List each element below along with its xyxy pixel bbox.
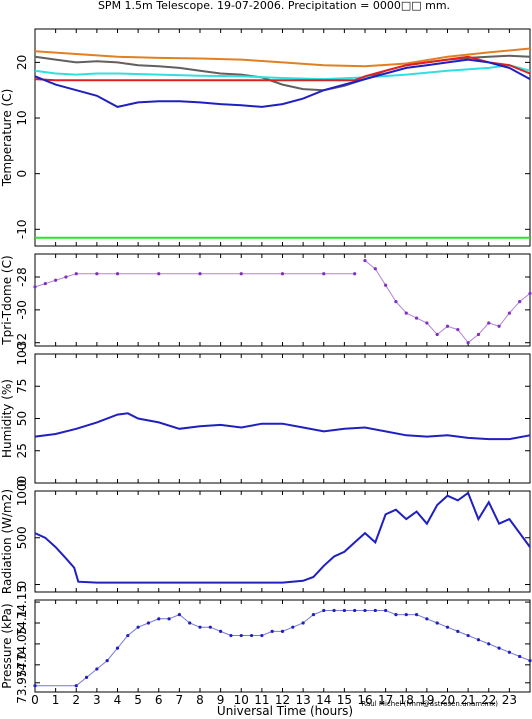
temperature-series-line [34, 55, 531, 82]
x-tick-label: 6 [155, 693, 163, 707]
x-tick-label: 4 [114, 693, 122, 707]
temperature-ytick-label: -10 [15, 220, 29, 240]
radiation-ytick-label: 0 [15, 581, 29, 589]
temperature-series-0 [34, 47, 531, 68]
x-tick-label: 13 [295, 693, 310, 707]
x-tick-label: 5 [134, 693, 142, 707]
humidity-ytick-label: 100 [15, 343, 29, 366]
x-tick-label: 15 [337, 693, 352, 707]
tpri-tdome-series-1 [363, 258, 532, 345]
humidity-ytick-label: 50 [15, 411, 29, 426]
humidity-series-line [34, 412, 531, 441]
tpri-tdome-y-axis-label: Tpri-Tdome (C) [0, 255, 14, 345]
humidity-ytick-label: 25 [15, 443, 29, 458]
x-tick-label: 3 [93, 693, 101, 707]
radiation-y-axis-label: Radiation (W/m2) [0, 489, 14, 594]
pressure-ytick-label: 73.957 [15, 662, 29, 704]
x-tick-label: 9 [217, 693, 225, 707]
x-tick-label: 18 [399, 693, 414, 707]
radiation-frame [34, 490, 531, 593]
tpri-tdome-ytick-label: -30 [15, 300, 29, 320]
x-tick-label: 10 [234, 693, 249, 707]
temperature-ytick-label: 20 [15, 55, 29, 70]
temperature-series-line [34, 47, 531, 68]
radiation-ytick-label: 500 [15, 526, 29, 549]
tpri-tdome-series-trace [364, 260, 531, 344]
x-tick-label: 16 [357, 693, 372, 707]
x-tick-label: 14 [316, 693, 331, 707]
humidity-ytick-label: 0 [15, 479, 29, 487]
x-tick-label: 21 [460, 693, 475, 707]
pressure-ytick-label: 74.15 [15, 585, 29, 619]
radiation-series-0 [34, 491, 531, 584]
temperature-series-line [34, 58, 531, 108]
pressure-series-trace [35, 610, 531, 687]
humidity-series-0 [34, 412, 531, 441]
temperature-series-2 [34, 64, 531, 81]
x-tick-label: 2 [72, 693, 80, 707]
pressure-frame [34, 599, 531, 693]
pressure-y-axis-label: Pressure (kPa) [0, 603, 14, 688]
humidity-ytick-label: 75 [15, 379, 29, 394]
pressure-series-0 [33, 608, 532, 688]
temperature-panel: -10 0 10 20 Temperature (C) [0, 28, 531, 247]
x-tick-label: 1 [52, 693, 60, 707]
tpri-tdome-series-0 [33, 272, 357, 289]
pressure-ytick-label: 74.1 [15, 610, 29, 637]
x-tick-label: 20 [440, 693, 455, 707]
x-axis-label: Universal Time (hours) [217, 704, 353, 718]
radiation-ytick-label: 1000 [15, 476, 29, 507]
tpri-tdome-ytick-label: -28 [15, 267, 29, 287]
x-tick-label: 12 [275, 693, 290, 707]
figure-title: SPM 1.5m Telescope. 19-07-2006. Precipit… [98, 0, 450, 12]
tpri-tdome-frame [34, 253, 531, 347]
temperature-series-4 [34, 58, 531, 108]
temperature-y-axis-label: Temperature (C) [0, 89, 14, 188]
pressure-ytick-label: 74.0 [15, 651, 29, 678]
credit-text: Raul Michel (rmm@astrosen.unam.mx) [361, 700, 498, 708]
x-tick-label: 23 [502, 693, 517, 707]
tpri-tdome-ytick-label: -32 [15, 333, 29, 353]
x-tick-label: 0 [31, 693, 39, 707]
x-tick-label: 17 [378, 693, 393, 707]
radiation-series-line [34, 491, 531, 584]
x-tick-label: 22 [481, 693, 496, 707]
temperature-series-line [34, 64, 531, 81]
tpri-tdome-series-trace [34, 273, 355, 288]
x-tick-label: 19 [419, 693, 434, 707]
temperature-series-3 [34, 55, 531, 82]
x-axis: 0 1 2 3 4 5 6 7 8 9 10 11 12 13 14 15 16 17 18 19 20 21 22 23 [31, 693, 517, 707]
x-tick-label: 7 [176, 693, 184, 707]
x-tick-label: 11 [254, 693, 269, 707]
x-tick-label: 8 [196, 693, 204, 707]
humidity-y-axis-label: Humidity (%) [0, 379, 14, 458]
pressure-ytick-label: 74.05 [15, 627, 29, 661]
temperature-ytick-label: 0 [15, 170, 29, 178]
temperature-ytick-label: 10 [15, 110, 29, 125]
